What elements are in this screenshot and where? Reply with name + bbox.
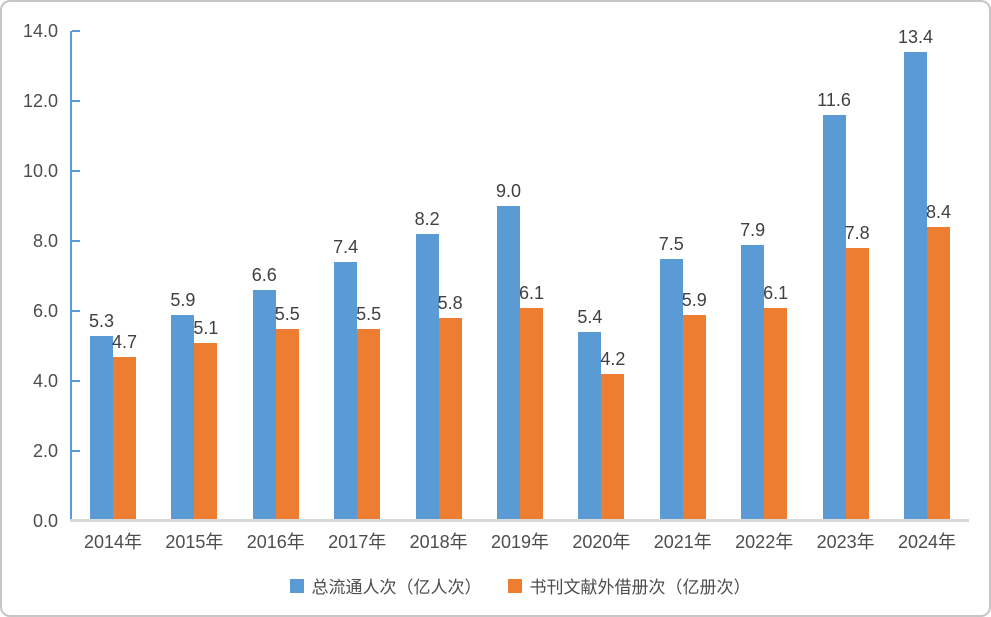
bar-book-lending bbox=[194, 342, 218, 521]
bar-value-label: 5.9 bbox=[681, 289, 707, 310]
bar-total-circulation bbox=[252, 290, 276, 521]
bar-total-circulation bbox=[90, 335, 113, 521]
bar-value-label: 6.1 bbox=[763, 282, 789, 303]
x-axis-category-label: 2022年 bbox=[735, 532, 794, 552]
bar-total-circulation bbox=[578, 332, 602, 521]
bar-book-lending bbox=[601, 374, 625, 521]
y-axis-tick bbox=[72, 100, 80, 102]
bar-value-label: 8.4 bbox=[925, 202, 952, 222]
bar-total-circulation bbox=[171, 314, 195, 521]
y-axis-tick-label: 4.0 bbox=[32, 371, 58, 391]
bar-total-circulation bbox=[497, 206, 520, 521]
bar-value-label: 6.1 bbox=[518, 282, 545, 303]
y-axis-tick bbox=[72, 380, 80, 382]
legend-item-book-lending: 书刊文献外借册次（亿册次） bbox=[507, 573, 751, 598]
y-axis-line bbox=[70, 31, 72, 521]
legend-label-book-lending: 书刊文献外借册次（亿册次） bbox=[529, 578, 751, 597]
y-axis-tick-label: 2.0 bbox=[32, 441, 58, 461]
bar-book-lending bbox=[113, 356, 136, 521]
y-axis-tick bbox=[72, 240, 80, 242]
bar-value-label: 5.5 bbox=[274, 303, 300, 324]
x-axis-category-label: 2015年 bbox=[165, 532, 224, 552]
bar-value-label: 4.7 bbox=[111, 331, 138, 352]
bar-value-label: 11.6 bbox=[817, 90, 851, 110]
x-axis-category-label: 2016年 bbox=[246, 532, 305, 552]
bar-total-circulation bbox=[741, 244, 765, 521]
bar-value-label: 9.0 bbox=[495, 181, 522, 201]
x-axis-category-label: 2018年 bbox=[409, 532, 468, 552]
bar-value-label: 5.9 bbox=[170, 289, 196, 310]
x-axis-category-label: 2017年 bbox=[328, 532, 387, 552]
legend-label-total-circulation: 总流通人次（亿人次） bbox=[311, 578, 482, 597]
bar-book-lending bbox=[682, 314, 706, 521]
y-axis-tick bbox=[72, 170, 80, 172]
bar-value-label: 6.6 bbox=[251, 265, 277, 285]
x-axis-line bbox=[70, 519, 969, 522]
bar-value-label: 7.4 bbox=[333, 237, 359, 257]
bar-value-label: 8.2 bbox=[414, 209, 440, 229]
bar-value-label: 5.1 bbox=[193, 317, 219, 338]
y-axis-tick bbox=[72, 30, 80, 32]
x-axis-category-label: 2023年 bbox=[816, 532, 875, 552]
x-axis-category-label: 2014年 bbox=[83, 532, 143, 552]
bar-value-label: 7.8 bbox=[844, 223, 870, 243]
y-axis-tick-label: 6.0 bbox=[32, 301, 58, 321]
x-axis-category-label: 2019年 bbox=[490, 532, 550, 552]
bar-book-lending bbox=[927, 227, 950, 521]
bar-value-label: 7.5 bbox=[658, 233, 684, 254]
y-axis-tick-label: 12.0 bbox=[22, 91, 58, 111]
bar-value-label: 5.8 bbox=[437, 293, 463, 313]
legend-swatch-blue bbox=[289, 578, 304, 593]
bar-total-circulation bbox=[822, 115, 846, 521]
y-axis-tick bbox=[72, 450, 80, 452]
bar-value-label: 4.2 bbox=[600, 349, 626, 369]
x-axis-category-label: 2020年 bbox=[572, 532, 631, 552]
legend-swatch-orange bbox=[507, 578, 522, 593]
chart-legend: 总流通人次（亿人次） 书刊文献外借册次（亿册次） bbox=[71, 573, 969, 598]
y-axis-tick-label: 10.0 bbox=[22, 161, 58, 181]
bar-book-lending bbox=[357, 328, 381, 521]
bar-value-label: 7.9 bbox=[740, 219, 766, 240]
bar-book-lending bbox=[275, 328, 299, 521]
bar-book-lending bbox=[764, 307, 788, 521]
bar-total-circulation bbox=[334, 262, 358, 521]
y-axis-tick-label: 14.0 bbox=[22, 21, 58, 41]
x-axis-category-label: 2021年 bbox=[653, 532, 712, 552]
x-axis-category-label: 2024年 bbox=[897, 532, 957, 552]
y-axis-tick bbox=[72, 310, 80, 312]
bar-total-circulation bbox=[415, 234, 439, 521]
y-axis-tick-label: 0.0 bbox=[32, 511, 58, 531]
y-axis-tick-label: 8.0 bbox=[32, 231, 58, 251]
bar-book-lending bbox=[845, 248, 869, 521]
bar-value-label: 5.4 bbox=[577, 307, 603, 327]
legend-item-total-circulation: 总流通人次（亿人次） bbox=[289, 573, 482, 598]
bar-book-lending bbox=[438, 318, 462, 521]
bar-value-label: 13.4 bbox=[897, 27, 934, 47]
bar-total-circulation bbox=[659, 258, 683, 521]
bar-value-label: 5.5 bbox=[356, 303, 382, 324]
bar-value-label: 5.3 bbox=[88, 310, 115, 331]
bar-book-lending bbox=[520, 307, 543, 521]
bar-total-circulation bbox=[904, 52, 927, 521]
